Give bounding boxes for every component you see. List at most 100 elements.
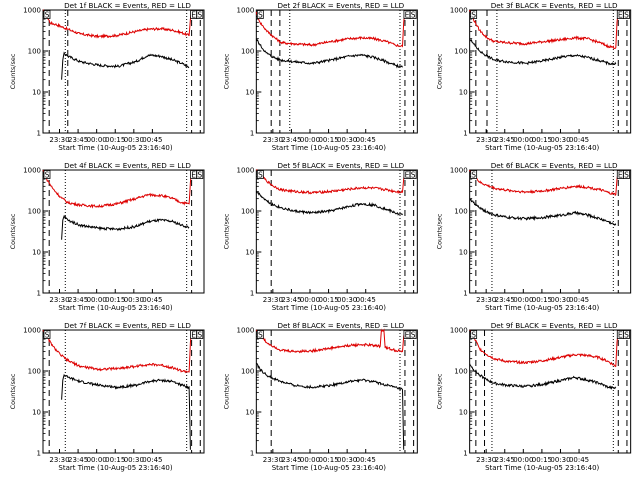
y-tick-label: 1000 <box>450 7 468 15</box>
marker-box <box>256 10 264 19</box>
x-tick-label: 00:15 <box>105 136 125 144</box>
marker-box <box>623 10 630 19</box>
x-tick-label: 23:45 <box>495 296 515 304</box>
x-axis-label: Start Time (10-Aug-05 23:16:40) <box>272 304 386 312</box>
x-tick-label: 00:00 <box>87 456 107 464</box>
y-tick-label: 10 <box>245 89 254 97</box>
chart-title: Det 2f BLACK = Events, RED = LLD <box>277 1 404 10</box>
chart-panel-3: Det 3f BLACK = Events, RED = LLD 1 10 100 10… <box>436 1 632 152</box>
x-tick-label: 23:30 <box>49 456 69 464</box>
marker-label: E <box>405 171 410 180</box>
series-line-events <box>469 38 617 66</box>
y-tick-label: 10 <box>32 409 41 417</box>
marker-label: S <box>197 11 202 20</box>
x-tick-label: 00:30 <box>337 456 357 464</box>
x-tick-label: 00:15 <box>532 136 552 144</box>
x-tick-label: 00:30 <box>124 456 144 464</box>
plot-frame <box>255 9 418 134</box>
marker-label: S <box>624 331 629 340</box>
x-tick-label: 23:30 <box>476 136 496 144</box>
plot-frame <box>42 329 205 454</box>
marker-box <box>196 10 204 19</box>
x-axis-label: Start Time (10-Aug-05 23:16:40) <box>58 144 172 152</box>
series-line-events <box>61 51 190 80</box>
marker-label: S <box>45 331 50 340</box>
plot-frame <box>255 169 418 294</box>
series-line-lld <box>256 169 406 195</box>
plot-frame <box>42 169 205 294</box>
y-tick-label: 100 <box>454 368 467 376</box>
y-tick-label: 1 <box>463 450 467 458</box>
marker-label: S <box>471 331 476 340</box>
y-tick-label: 100 <box>28 48 41 56</box>
chart-title: Det 1f BLACK = Events, RED = LLD <box>64 1 191 10</box>
chart-title: Det 4f BLACK = Events, RED = LLD <box>64 161 191 170</box>
x-tick-label: 00:15 <box>105 296 125 304</box>
x-tick-label: 23:30 <box>263 136 283 144</box>
x-tick-label: 00:45 <box>142 456 162 464</box>
x-axis-label: Start Time (10-Aug-05 23:16:40) <box>58 464 172 472</box>
x-tick-label: 00:45 <box>569 296 589 304</box>
y-tick-label: 1000 <box>23 167 41 175</box>
y-axis-label: Counts/sec <box>436 53 444 89</box>
x-tick-label: 00:00 <box>87 136 107 144</box>
x-tick-label: 23:45 <box>281 136 301 144</box>
x-tick-label: 00:15 <box>532 296 552 304</box>
y-tick-label: 100 <box>454 208 467 216</box>
x-tick-label: 23:30 <box>263 296 283 304</box>
chart-panel-1: Det 1f BLACK = Events, RED = LLD 1 10 100 10… <box>9 1 205 152</box>
marker-box <box>196 170 204 179</box>
x-tick-label: 00:45 <box>569 136 589 144</box>
y-tick-label: 1000 <box>237 327 255 335</box>
x-tick-label: 00:15 <box>318 456 338 464</box>
marker-label: S <box>258 171 263 180</box>
series-line-lld <box>469 169 619 197</box>
x-tick-label: 00:00 <box>300 456 320 464</box>
y-tick-label: 100 <box>28 368 41 376</box>
marker-label: E <box>405 331 410 340</box>
y-axis-label: Counts/sec <box>9 373 17 409</box>
x-tick-label: 00:00 <box>300 136 320 144</box>
y-axis-label: Counts/sec <box>222 373 230 409</box>
marker-box <box>623 170 630 179</box>
series-line-lld <box>42 329 193 374</box>
y-tick-label: 10 <box>245 249 254 257</box>
x-tick-label: 23:30 <box>49 296 69 304</box>
marker-label: S <box>197 171 202 180</box>
x-tick-label: 23:45 <box>281 456 301 464</box>
marker-label: S <box>411 331 416 340</box>
chart-panel-2: Det 2f BLACK = Events, RED = LLD 1 10 100 10… <box>222 1 418 152</box>
y-axis-label: Counts/sec <box>222 213 230 249</box>
plot-frame <box>469 9 632 134</box>
x-tick-label: 00:45 <box>356 456 376 464</box>
y-tick-label: 1 <box>463 130 467 138</box>
plot-frame <box>469 329 632 454</box>
plot-frame <box>42 9 205 134</box>
x-tick-label: 23:45 <box>495 136 515 144</box>
y-tick-label: 100 <box>241 208 254 216</box>
y-tick-label: 10 <box>459 409 468 417</box>
marker-box <box>256 330 264 339</box>
marker-box <box>43 10 51 19</box>
x-tick-label: 00:15 <box>105 456 125 464</box>
series-line-lld <box>42 9 193 39</box>
x-tick-label: 00:45 <box>569 456 589 464</box>
x-axis-label: Start Time (10-Aug-05 23:16:40) <box>272 144 386 152</box>
marker-label: E <box>191 11 196 20</box>
y-tick-label: 10 <box>459 249 468 257</box>
chart-title: Det 3f BLACK = Events, RED = LLD <box>491 1 618 10</box>
marker-label: E <box>618 331 623 340</box>
x-tick-label: 00:00 <box>513 456 533 464</box>
x-tick-label: 23:30 <box>476 456 496 464</box>
x-tick-label: 00:45 <box>356 136 376 144</box>
x-tick-label: 00:00 <box>300 296 320 304</box>
y-tick-label: 1000 <box>23 327 41 335</box>
chart-title: Det 8f BLACK = Events, RED = LLD <box>277 321 404 330</box>
x-axis-label: Start Time (10-Aug-05 23:16:40) <box>485 304 599 312</box>
y-tick-label: 1 <box>250 290 254 298</box>
marker-label: S <box>411 171 416 180</box>
x-axis-label: Start Time (10-Aug-05 23:16:40) <box>272 464 386 472</box>
y-tick-label: 1 <box>250 130 254 138</box>
x-tick-label: 23:30 <box>476 296 496 304</box>
marker-label: S <box>471 11 476 20</box>
